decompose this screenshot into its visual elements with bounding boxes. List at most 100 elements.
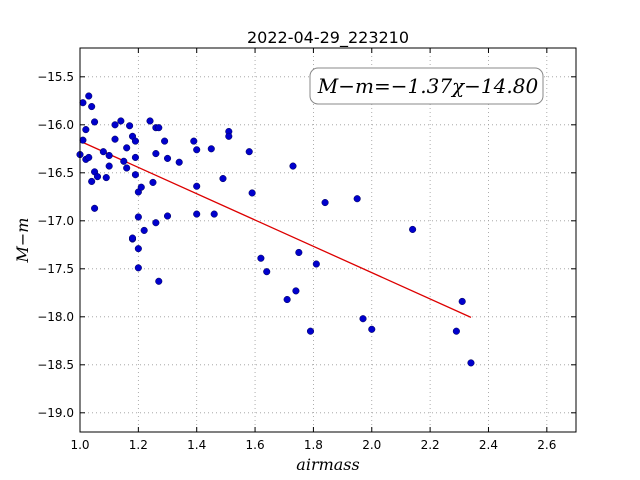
x-tick-label: 2.2	[421, 438, 440, 452]
fit-equation-text: M−m=−1.37χ−14.80	[317, 74, 539, 98]
data-point	[105, 151, 113, 160]
x-tick-label: 1.6	[246, 438, 265, 452]
fit-line	[79, 140, 472, 318]
data-point	[155, 124, 163, 132]
data-point	[105, 162, 113, 170]
data-point	[163, 154, 172, 162]
x-axis-ticks: 1.0 1.2 1.4 1.6 1.8 2.0 2.2 2.4 2.6	[70, 48, 556, 452]
data-point	[359, 315, 367, 323]
data-point	[467, 359, 475, 367]
data-point	[289, 162, 297, 170]
equation-box-frame	[309, 67, 544, 105]
data-point	[123, 164, 131, 172]
data-point	[149, 178, 157, 186]
y-tick-label: −16.5	[37, 166, 74, 180]
data-point	[123, 144, 131, 152]
x-tick-label: 1.8	[304, 438, 323, 452]
data-point	[295, 248, 303, 257]
data-point	[409, 225, 417, 233]
data-point	[152, 219, 160, 227]
data-point	[207, 145, 215, 153]
axes-frame	[79, 47, 577, 433]
data-point	[245, 148, 253, 156]
data-point	[111, 121, 119, 129]
data-point	[91, 118, 99, 126]
data-point	[368, 325, 376, 333]
data-point	[210, 210, 218, 218]
data-point	[111, 135, 119, 143]
data-point	[117, 117, 125, 125]
x-axis-label: airmass	[296, 455, 359, 474]
plot-background	[80, 48, 576, 432]
grid	[80, 48, 576, 432]
data-point	[128, 234, 137, 242]
x-tick-label: 2.0	[362, 438, 381, 452]
data-point	[91, 204, 99, 212]
fit-equation-box: M−m=−1.37χ−14.80	[309, 67, 544, 105]
data-point	[131, 153, 139, 161]
data-point	[134, 245, 142, 253]
y-tick-label: −15.5	[37, 70, 74, 84]
data-points	[76, 92, 475, 367]
data-point	[131, 137, 139, 145]
data-point	[321, 199, 329, 207]
data-point	[120, 157, 128, 165]
data-point	[163, 212, 172, 220]
data-point	[85, 92, 93, 100]
data-point	[93, 173, 102, 181]
plot-area	[80, 48, 576, 432]
data-point	[140, 226, 148, 234]
y-axis-ticks: −15.5 −16.0 −16.5 −17.0 −17.5 −18.0 −18.5 −19.0	[37, 70, 576, 420]
data-point	[353, 195, 361, 203]
data-point	[458, 297, 466, 305]
data-point	[137, 183, 145, 191]
fit-line-layer	[79, 140, 472, 318]
data-point	[248, 189, 256, 197]
data-point	[306, 327, 315, 335]
x-tick-label: 1.0	[70, 438, 89, 452]
data-point	[225, 132, 233, 140]
y-tick-label: −18.5	[37, 358, 74, 372]
data-point	[193, 146, 201, 154]
x-tick-label: 2.6	[537, 438, 556, 452]
y-tick-label: −17.5	[37, 262, 74, 276]
x-tick-label: 2.4	[479, 438, 498, 452]
data-point	[99, 148, 107, 156]
data-point	[79, 99, 87, 107]
x-tick-label: 1.4	[187, 438, 206, 452]
x-tick-label: 1.2	[129, 438, 148, 452]
data-point	[79, 136, 87, 144]
data-point	[292, 287, 300, 295]
data-point	[263, 268, 271, 276]
data-point	[257, 254, 265, 262]
data-point	[131, 171, 139, 179]
chart-title: 2022-04-29_223210	[247, 28, 409, 48]
data-point	[161, 137, 169, 145]
data-point	[152, 150, 160, 158]
data-point	[193, 210, 201, 218]
data-point	[134, 264, 142, 272]
data-point	[283, 295, 291, 304]
data-point	[452, 327, 460, 335]
data-point	[193, 182, 201, 190]
data-point	[88, 103, 96, 111]
y-tick-label: −19.0	[37, 406, 74, 420]
data-point	[146, 117, 154, 125]
data-point	[126, 122, 134, 130]
data-point	[190, 137, 198, 145]
data-point	[102, 174, 110, 182]
data-point	[219, 175, 227, 183]
y-tick-label: −16.0	[37, 118, 74, 132]
axes-border	[79, 47, 577, 433]
data-point	[134, 213, 142, 221]
data-point	[175, 158, 183, 166]
y-tick-label: −17.0	[37, 214, 74, 228]
y-tick-label: −18.0	[37, 310, 74, 324]
data-point	[82, 126, 90, 134]
y-axis-label: M−m	[13, 218, 32, 264]
data-point	[88, 177, 96, 185]
data-point	[312, 260, 320, 268]
data-point	[155, 277, 163, 285]
data-point	[85, 153, 93, 161]
